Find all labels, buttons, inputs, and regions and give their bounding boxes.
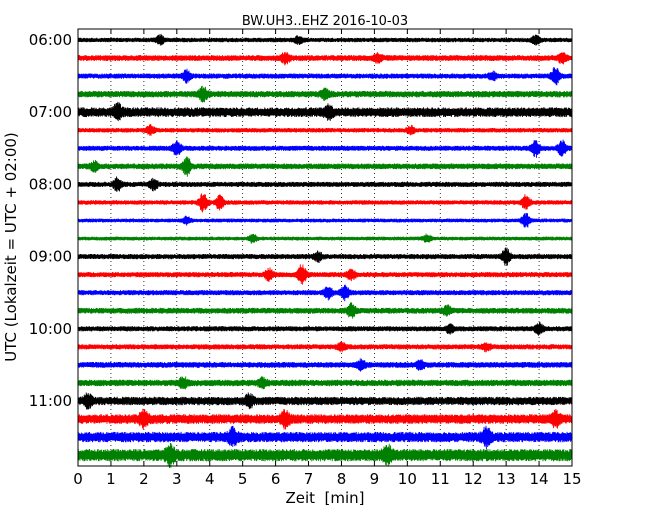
y-tick-label: 10:00 xyxy=(29,320,72,338)
trace-0915 xyxy=(77,264,573,285)
x-tick-label: 2 xyxy=(139,470,149,488)
trace-0830 xyxy=(77,212,573,228)
y-tick-label: 08:00 xyxy=(29,175,72,193)
trace-0815 xyxy=(77,193,573,213)
chart-title: BW.UH3..EHZ 2016-10-03 xyxy=(242,14,408,29)
trace-0730 xyxy=(77,139,573,158)
x-tick-label: 11 xyxy=(431,470,450,488)
y-tick-label: 07:00 xyxy=(29,103,72,121)
plot-frame xyxy=(77,28,573,467)
y-axis: 06:00 07:00 08:00 09:00 10:00 11:00 xyxy=(29,31,572,410)
x-tick-label: 5 xyxy=(238,470,248,488)
y-tick-label: 11:00 xyxy=(29,392,72,410)
trace-1030 xyxy=(77,358,573,372)
trace-1015 xyxy=(77,341,573,353)
y-tick-label: 09:00 xyxy=(29,248,72,266)
x-tick-label: 14 xyxy=(530,470,549,488)
trace-0645 xyxy=(77,85,573,103)
trace-1045 xyxy=(77,376,573,390)
trace-layer xyxy=(77,34,573,468)
trace-0930 xyxy=(77,284,573,302)
x-tick-label: 7 xyxy=(304,470,314,488)
trace-0800 xyxy=(77,176,573,192)
vertical-grid xyxy=(110,29,540,466)
trace-1100 xyxy=(77,392,573,410)
x-tick-label: 13 xyxy=(497,470,516,488)
trace-1000 xyxy=(77,322,573,336)
trace-1145 xyxy=(77,443,573,468)
x-tick-label: 12 xyxy=(464,470,483,488)
x-tick-label: 15 xyxy=(562,470,581,488)
x-tick-label: 1 xyxy=(106,470,116,488)
x-tick-label: 0 xyxy=(73,470,83,488)
trace-0715 xyxy=(77,124,573,136)
y-axis-label: UTC (Lokalzeit = UTC + 02:00) xyxy=(2,132,20,362)
trace-0700 xyxy=(77,101,573,122)
trace-0615 xyxy=(77,51,573,66)
trace-0845 xyxy=(77,233,573,244)
x-tick-label: 9 xyxy=(370,470,380,488)
x-tick-label: 6 xyxy=(271,470,281,488)
trace-0945 xyxy=(77,302,573,319)
trace-0900 xyxy=(77,247,573,266)
x-tick-label: 8 xyxy=(337,470,347,488)
trace-1115 xyxy=(77,408,573,430)
trace-0630 xyxy=(77,67,573,86)
trace-0745 xyxy=(77,156,573,177)
y-tick-label: 06:00 xyxy=(29,31,72,49)
x-axis-label: Zeit [min] xyxy=(285,489,364,507)
x-tick-label: 4 xyxy=(205,470,215,488)
x-tick-label: 3 xyxy=(172,470,182,488)
x-tick-label: 10 xyxy=(398,470,417,488)
trace-0600 xyxy=(77,34,573,46)
x-axis: 0 1 2 3 4 5 6 7 8 9 10 11 12 13 14 15 xyxy=(73,29,582,488)
trace-1130 xyxy=(77,425,573,450)
